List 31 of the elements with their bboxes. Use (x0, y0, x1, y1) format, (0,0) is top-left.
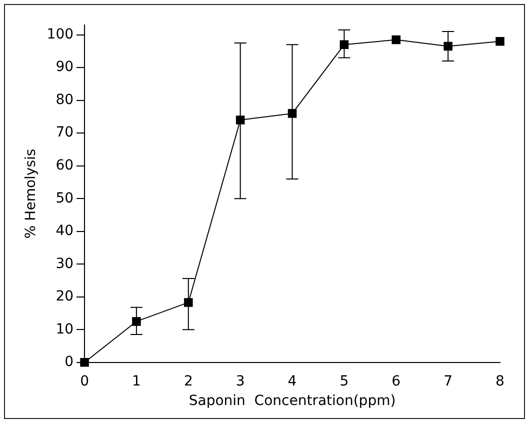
y-tick-label: 0 (64, 354, 74, 370)
x-tick-label: 0 (80, 373, 89, 390)
y-tick-label: 90 (56, 59, 74, 76)
y-tick-label: 30 (56, 256, 74, 272)
x-tick-label: 5 (340, 373, 349, 390)
point (288, 109, 297, 118)
y-tick-label: 40 (56, 223, 74, 240)
x-tick-label: 1 (132, 373, 141, 390)
point (444, 42, 452, 51)
x-tick-label: 6 (392, 373, 401, 390)
point (392, 35, 401, 44)
x-tick-label: 2 (184, 373, 193, 390)
y-tick-label: 20 (56, 288, 74, 305)
y-tick-label: 80 (56, 92, 74, 108)
point (184, 298, 193, 307)
point (236, 116, 245, 124)
x-tick-label: 8 (496, 373, 504, 390)
y-tick-label: 10 (56, 321, 74, 338)
point (496, 36, 504, 46)
y-tick-label: 60 (56, 157, 74, 174)
point (340, 40, 349, 50)
y-axis-title: % Hemolysis (23, 148, 40, 239)
point (132, 317, 141, 326)
x-tick-label: 4 (288, 373, 297, 390)
point (80, 358, 89, 367)
x-axis-title: Saponin Concentration(ppm) (188, 393, 396, 410)
y-tick-label: 50 (56, 190, 74, 206)
x-tick-label: 3 (236, 373, 245, 390)
y-tick-label: 70 (56, 124, 74, 141)
x-tick-label: 7 (444, 373, 453, 390)
y-tick-label: 100 (46, 26, 74, 42)
